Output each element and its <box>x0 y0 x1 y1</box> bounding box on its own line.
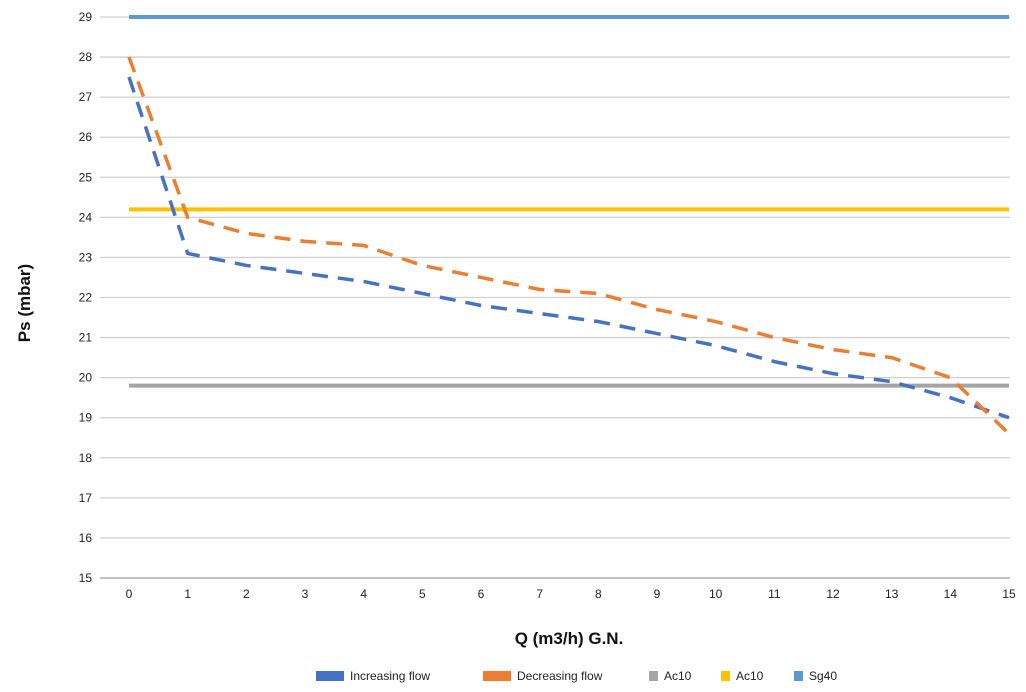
x-axis-title: Q (m3/h) G.N. <box>515 629 624 648</box>
x-tick-label: 4 <box>360 587 367 601</box>
y-tick-label: 25 <box>79 170 93 184</box>
legend-swatch <box>483 671 511 681</box>
y-tick-label: 27 <box>79 90 93 104</box>
y-tick-label: 22 <box>79 291 93 305</box>
legend-label: Increasing flow <box>350 669 430 683</box>
x-tick-labels: 0 1 2 3 4 5 6 7 8 9 10 11 12 13 14 15 <box>126 587 1016 601</box>
legend-swatch <box>316 671 344 681</box>
series-line-0 <box>127 76 1010 420</box>
legend-label: Ac10 <box>664 669 692 683</box>
y-tick-label: 23 <box>79 250 93 264</box>
y-tick-label: 18 <box>79 451 93 465</box>
legend: Increasing flow Decreasing flow Ac10 Ac10 Sg… <box>316 669 837 683</box>
y-tick-label: 28 <box>79 50 93 64</box>
x-tick-label: 0 <box>126 587 133 601</box>
y-tick-label: 15 <box>79 571 93 585</box>
legend-label: Decreasing flow <box>517 669 603 683</box>
legend-swatch <box>721 671 730 681</box>
y-tick-label: 24 <box>79 210 93 224</box>
legend-swatch <box>794 671 803 681</box>
legend-label: Ac10 <box>736 669 764 683</box>
x-tick-label: 1 <box>184 587 191 601</box>
x-tick-label: 10 <box>709 587 723 601</box>
series-line-1 <box>127 56 1011 436</box>
y-tick-label: 19 <box>79 411 93 425</box>
y-tick-label: 17 <box>79 491 93 505</box>
x-tick-label: 12 <box>826 587 840 601</box>
y-tick-label: 29 <box>79 10 93 24</box>
x-tick-label: 8 <box>595 587 602 601</box>
x-tick-label: 5 <box>419 587 426 601</box>
x-tick-label: 3 <box>302 587 309 601</box>
legend-swatch <box>649 671 658 681</box>
y-tick-label: 16 <box>79 531 93 545</box>
y-tick-labels: 15 16 17 18 19 20 21 22 23 24 25 26 27 28 29 <box>79 10 93 585</box>
x-tick-label: 15 <box>1002 587 1016 601</box>
x-tick-label: 14 <box>944 587 958 601</box>
x-tick-label: 9 <box>654 587 661 601</box>
series-lines <box>127 15 1011 436</box>
x-tick-label: 13 <box>885 587 899 601</box>
x-tick-label: 11 <box>768 587 781 601</box>
x-tick-label: 7 <box>536 587 543 601</box>
legend-label: Sg40 <box>809 669 837 683</box>
y-tick-label: 20 <box>79 371 93 385</box>
y-axis-title: Ps (mbar) <box>15 264 34 342</box>
y-tick-label: 21 <box>79 331 93 345</box>
gridlines <box>100 16 1010 579</box>
x-tick-label: 2 <box>243 587 250 601</box>
x-tick-label: 6 <box>478 587 485 601</box>
y-tick-label: 26 <box>79 130 93 144</box>
